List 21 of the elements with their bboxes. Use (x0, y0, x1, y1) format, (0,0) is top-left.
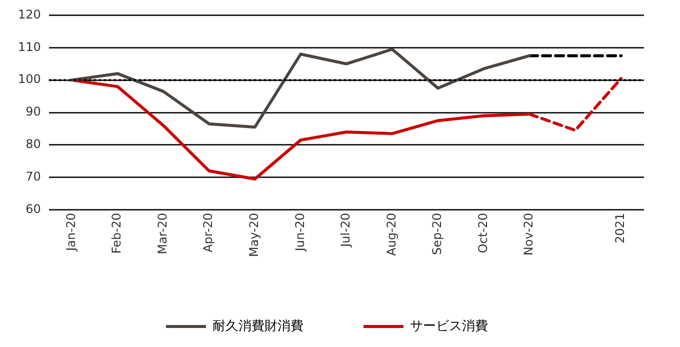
y-tick-label: 70 (26, 169, 41, 184)
y-tick-label: 90 (26, 104, 41, 119)
x-tick-label: Oct-20 (476, 212, 490, 254)
x-tick-label: Jun-20 (292, 212, 307, 252)
x-tick-label: 2021 (613, 212, 628, 244)
x-tick-label: Mar-20 (155, 212, 170, 254)
legend-label: 耐久消費財消費 (212, 318, 304, 334)
legend-label: サービス消費 (410, 318, 488, 334)
y-tick-label: 60 (26, 202, 41, 216)
y-tick-label: 110 (18, 40, 41, 54)
x-tick-label: Nov-20 (522, 212, 536, 256)
y-tick-label: 100 (18, 72, 41, 86)
x-tick-label: Apr-20 (201, 212, 216, 252)
x-tick-label: Sep-20 (430, 212, 444, 256)
x-tick-label: Aug-20 (384, 212, 398, 256)
x-tick-label: Jan-20 (64, 212, 78, 252)
y-tick-label: 120 (18, 7, 41, 22)
y-tick-label: 80 (26, 137, 41, 152)
x-tick-label: May-20 (247, 212, 262, 258)
x-tick-label: Feb-20 (110, 212, 124, 254)
x-tick-label: Jul-20 (338, 212, 353, 248)
